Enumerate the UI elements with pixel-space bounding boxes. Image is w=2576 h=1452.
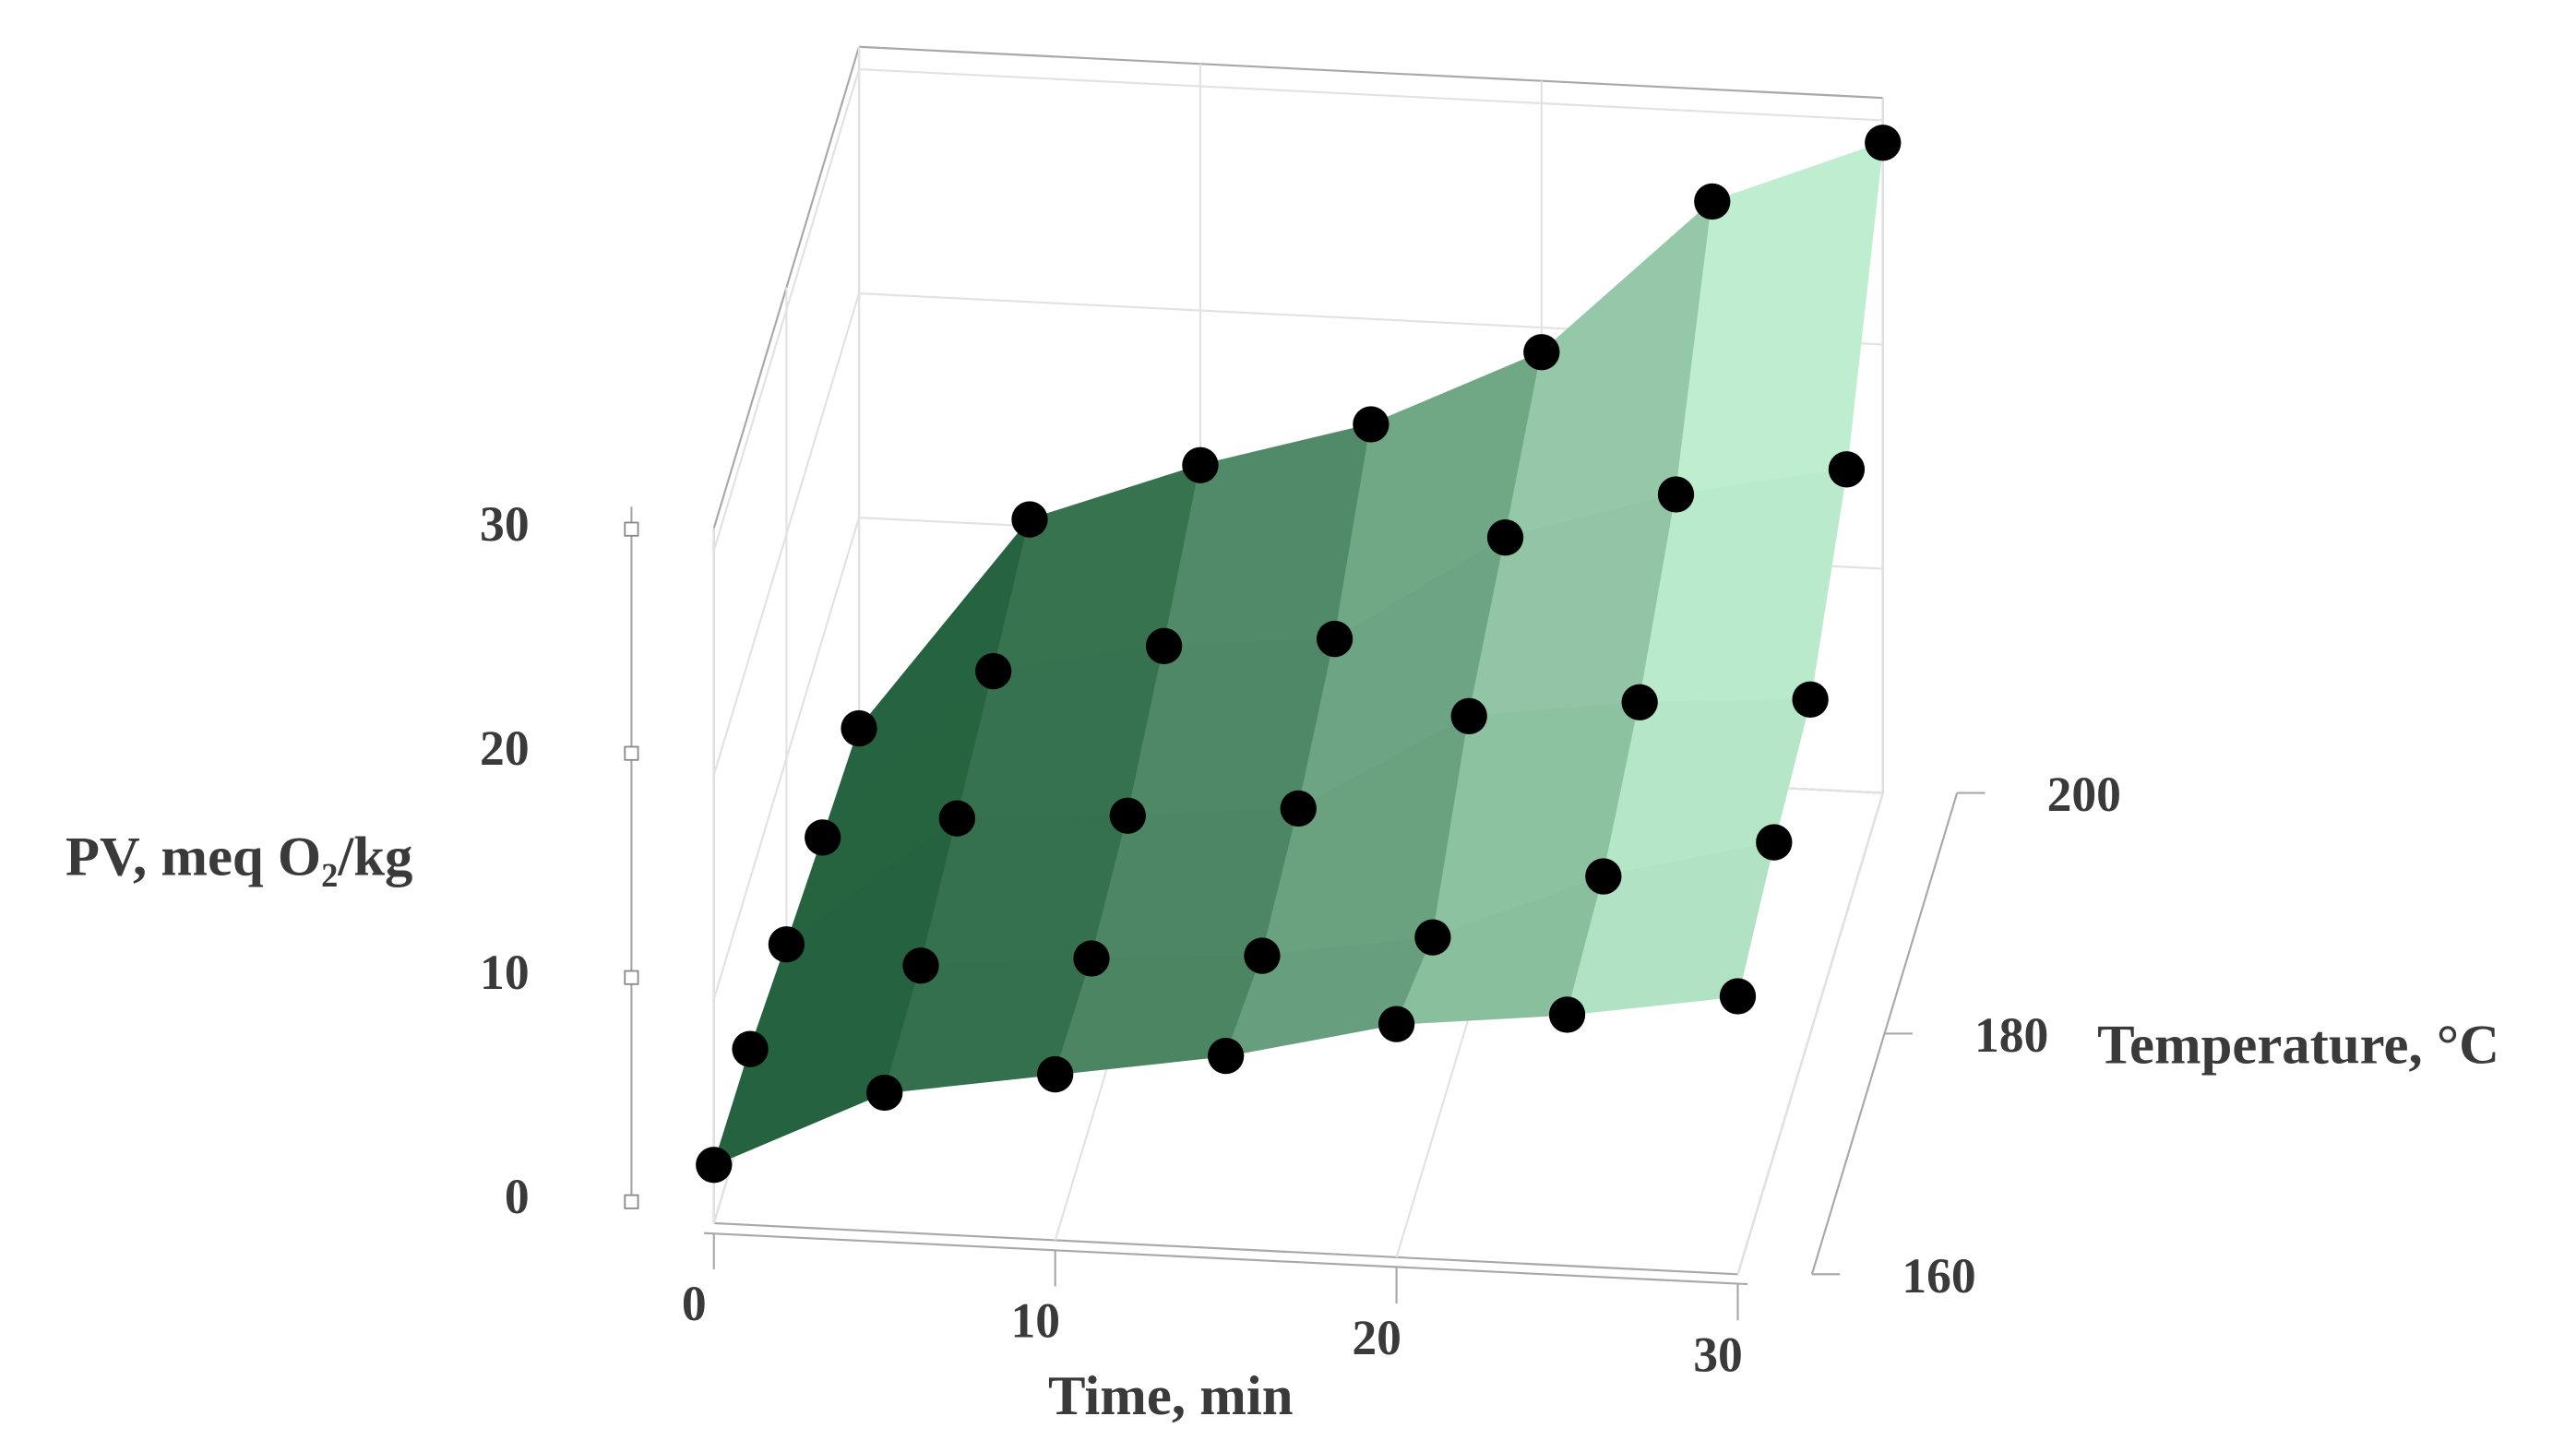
- z-tick-label: 30: [480, 496, 530, 552]
- data-point: [696, 1147, 733, 1184]
- data-point: [1182, 446, 1219, 483]
- data-point: [1694, 183, 1731, 220]
- data-point: [1657, 476, 1695, 513]
- y-tick-label: 200: [2047, 767, 2121, 822]
- z-axis-title: PV, meq O₂/kg: [66, 827, 413, 888]
- grid-line: [712, 292, 861, 776]
- z-tick: [624, 970, 639, 985]
- data-point: [1865, 125, 1902, 161]
- y-tick-label: 160: [1902, 1248, 1975, 1303]
- data-point: [1621, 684, 1658, 720]
- y-axis-title: Temperature, °C: [2097, 1014, 2499, 1076]
- x-axis: [703, 1232, 1748, 1286]
- data-point: [1377, 1006, 1415, 1042]
- data-point: [1828, 451, 1866, 488]
- grid-line: [712, 517, 861, 1000]
- surface: [712, 141, 1884, 1167]
- z-tick: [624, 521, 639, 537]
- grid-line: [1736, 792, 1884, 1275]
- data-point: [1207, 1037, 1245, 1075]
- x-tick-label: 0: [682, 1276, 707, 1331]
- data-point: [841, 709, 877, 747]
- grid-line: [712, 68, 861, 552]
- data-point: [938, 800, 976, 837]
- data-point: [1719, 978, 1757, 1015]
- z-tick-label: 20: [480, 720, 530, 776]
- data-point: [975, 652, 1012, 690]
- data-point: [1011, 501, 1048, 538]
- x-tick-label: 10: [1010, 1293, 1060, 1349]
- grid-line: [858, 67, 1883, 122]
- data-point: [1450, 697, 1487, 734]
- data-point: [805, 819, 841, 856]
- x-axis-title: Time, min: [1048, 1365, 1294, 1427]
- x-tick-label: 30: [1693, 1327, 1743, 1383]
- data-point: [732, 1030, 769, 1067]
- data-point: [1414, 919, 1451, 956]
- data-point: [1792, 681, 1829, 718]
- data-point: [1756, 824, 1793, 861]
- data-point: [902, 947, 939, 984]
- box-edge: [713, 1221, 1738, 1276]
- data-point: [1280, 790, 1317, 827]
- z-tick: [624, 745, 639, 761]
- x-tick-label: 20: [1352, 1310, 1401, 1365]
- data-point: [1073, 940, 1110, 977]
- y-tick-label: 180: [1974, 1007, 2048, 1063]
- data-point: [1585, 858, 1622, 895]
- data-point: [1548, 996, 1586, 1033]
- data-point: [1353, 406, 1389, 443]
- data-point: [1244, 937, 1281, 974]
- data-point: [1486, 519, 1524, 556]
- z-tick-label: 0: [505, 1169, 530, 1224]
- data-point: [1145, 627, 1183, 664]
- z-tick-label: 10: [480, 945, 530, 1000]
- data-point: [1316, 620, 1354, 658]
- data-point: [866, 1074, 903, 1112]
- data-point: [1523, 334, 1560, 371]
- data-point: [1037, 1055, 1074, 1093]
- box-edge: [858, 45, 1883, 100]
- z-tick: [624, 1194, 639, 1209]
- plot: 0 10 20 30 0 10 20 30 160 180 200 Time, min Temperat…: [66, 45, 2499, 1427]
- data-point: [1109, 797, 1146, 834]
- data-point: [768, 926, 805, 963]
